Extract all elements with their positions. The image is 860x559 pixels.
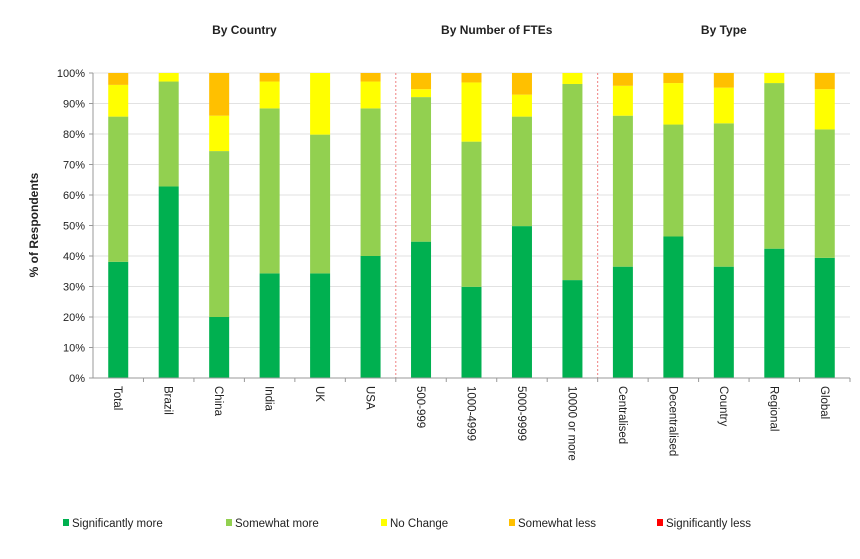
y-tick-label: 90% bbox=[63, 99, 85, 111]
bar-segment bbox=[108, 84, 129, 117]
bar-segment bbox=[158, 81, 179, 187]
legend-label: Significantly less bbox=[666, 518, 751, 530]
bar-segment bbox=[310, 273, 331, 378]
x-tick-label: UK bbox=[313, 386, 325, 402]
bar-segment bbox=[108, 73, 129, 85]
bar-segment bbox=[612, 73, 633, 86]
bar-segment bbox=[259, 273, 280, 378]
y-tick-label: 40% bbox=[63, 251, 85, 263]
x-tick-label: 1000-4999 bbox=[465, 386, 477, 441]
legend-swatch bbox=[509, 519, 515, 526]
bar-segment bbox=[259, 81, 280, 109]
bar-segment bbox=[764, 248, 785, 378]
bar-segment bbox=[511, 116, 532, 227]
legend-label: Somewhat less bbox=[518, 518, 596, 530]
bar-segment bbox=[209, 151, 230, 317]
bar-segment bbox=[814, 73, 835, 90]
bar-segment bbox=[713, 87, 734, 124]
x-tick-label: 5000-9999 bbox=[515, 386, 527, 441]
legend-swatch bbox=[63, 519, 69, 526]
bar-segment bbox=[814, 89, 835, 130]
y-tick-label: 100% bbox=[57, 68, 85, 80]
bar-segment bbox=[612, 115, 633, 267]
legend-label: Somewhat more bbox=[235, 518, 319, 530]
y-tick-label: 60% bbox=[63, 190, 85, 202]
bar-segment bbox=[713, 73, 734, 88]
bar-segment bbox=[360, 73, 381, 82]
x-tick-label: USA bbox=[364, 386, 376, 410]
legend-label: Significantly more bbox=[72, 518, 163, 530]
y-tick-label: 70% bbox=[63, 160, 85, 172]
bar-segment bbox=[663, 236, 684, 378]
bar-segment bbox=[663, 124, 684, 237]
bar-segment bbox=[764, 83, 785, 249]
bar-segment bbox=[511, 226, 532, 378]
x-tick-label: Brazil bbox=[162, 386, 174, 415]
bar-segment bbox=[511, 94, 532, 117]
bar-segment bbox=[108, 261, 129, 378]
bar-segment bbox=[612, 85, 633, 116]
x-tick-label: 10000 or more bbox=[565, 386, 577, 461]
bar-segment bbox=[259, 108, 280, 274]
x-tick-label: Total bbox=[111, 386, 123, 410]
y-tick-label: 30% bbox=[63, 282, 85, 294]
group-title: By Number of FTEs bbox=[441, 23, 553, 37]
bar-segment bbox=[108, 116, 129, 262]
legend-label: No Change bbox=[390, 518, 448, 530]
y-tick-label: 80% bbox=[63, 129, 85, 141]
x-tick-label: Country bbox=[717, 386, 729, 427]
bar-segment bbox=[310, 134, 331, 274]
bar-segment bbox=[663, 83, 684, 125]
legend-swatch bbox=[226, 519, 232, 526]
x-tick-label: India bbox=[263, 386, 275, 412]
bar-segment bbox=[562, 280, 583, 378]
group-title: By Type bbox=[701, 23, 747, 37]
bar-segment bbox=[713, 266, 734, 378]
bar-segment bbox=[209, 73, 230, 116]
bar-segment bbox=[764, 73, 785, 84]
x-tick-label: Regional bbox=[767, 386, 779, 431]
bar-segment bbox=[360, 108, 381, 256]
bar-segment bbox=[411, 73, 432, 90]
x-tick-label: Centralised bbox=[616, 386, 628, 444]
bar-segment bbox=[209, 317, 230, 378]
bar-segment bbox=[461, 141, 482, 287]
legend-swatch bbox=[657, 519, 663, 526]
x-tick-label: China bbox=[212, 386, 224, 417]
bar-segment bbox=[310, 73, 331, 135]
bar-segment bbox=[209, 115, 230, 152]
y-axis-label: % of Respondents bbox=[27, 172, 41, 277]
bar-segment bbox=[461, 286, 482, 378]
bar-segment bbox=[663, 73, 684, 84]
y-tick-label: 10% bbox=[63, 343, 85, 355]
group-title: By Country bbox=[212, 23, 277, 37]
bar-segment bbox=[360, 81, 381, 109]
y-tick-label: 0% bbox=[69, 373, 85, 385]
x-tick-label: Global bbox=[818, 386, 830, 419]
x-tick-label: Decentralised bbox=[666, 386, 678, 456]
bar-segment bbox=[713, 123, 734, 267]
bar-segment bbox=[814, 257, 835, 378]
y-tick-label: 20% bbox=[63, 312, 85, 324]
bar-segment bbox=[562, 83, 583, 281]
bar-segment bbox=[612, 266, 633, 378]
bar-segment bbox=[411, 97, 432, 242]
bar-segment bbox=[158, 186, 179, 378]
bar-segment bbox=[360, 256, 381, 378]
bar-segment bbox=[461, 73, 482, 83]
bar-segment bbox=[511, 73, 532, 95]
bar-segment bbox=[562, 73, 583, 84]
bar-segment bbox=[461, 82, 482, 142]
x-tick-label: 500-999 bbox=[414, 386, 426, 428]
bar-segment bbox=[158, 73, 179, 82]
legend-swatch bbox=[381, 519, 387, 526]
bar-segment bbox=[411, 89, 432, 98]
bar-segment bbox=[411, 241, 432, 378]
y-tick-label: 50% bbox=[63, 221, 85, 233]
bar-segment bbox=[814, 129, 835, 258]
bar-segment bbox=[259, 73, 280, 82]
